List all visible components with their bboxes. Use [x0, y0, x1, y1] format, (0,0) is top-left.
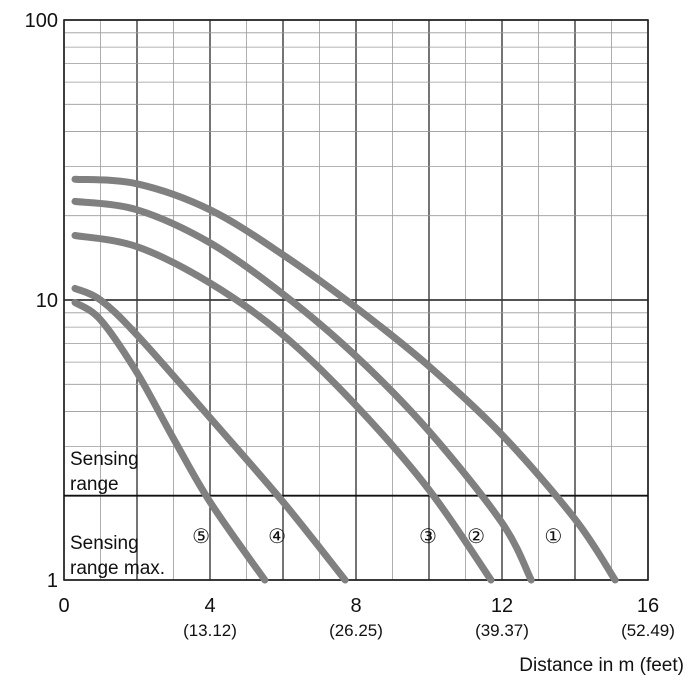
threshold-below-label-line1: Sensing [70, 533, 139, 554]
grid-layer [63, 19, 649, 581]
x-tick-sublabel: (26.25) [329, 621, 383, 640]
threshold-above-label-line1: Sensing [70, 449, 139, 470]
curve-layer [71, 175, 619, 584]
threshold-above-label-line2: range [70, 474, 119, 495]
series-label-4: ④ [268, 526, 286, 548]
x-tick-label: 16 [637, 595, 659, 617]
threshold-below-label-line2: range max. [70, 558, 165, 579]
series-curve-5 [71, 299, 269, 584]
x-tick-label: 12 [491, 595, 513, 617]
y-tick-label: 100 [25, 10, 58, 32]
x-tick-label: 0 [58, 595, 69, 617]
x-axis-label: Distance in m (feet) [519, 655, 684, 676]
series-curve-2 [71, 197, 535, 584]
series-curve-1 [71, 175, 619, 584]
x-tick-sublabel: (39.37) [475, 621, 529, 640]
chart-text: Sensing range Sensing range max. Distanc… [25, 10, 684, 676]
y-tick-label: 10 [36, 290, 58, 312]
series-curve-3 [71, 232, 495, 584]
series-label-1: ① [544, 526, 562, 548]
x-tick-sublabel: (52.49) [621, 621, 675, 640]
x-tick-label: 4 [204, 595, 215, 617]
series-curve-4 [71, 284, 349, 584]
series-label-5: ⑤ [192, 526, 210, 548]
y-tick-label: 1 [47, 570, 58, 592]
series-label-2: ② [467, 526, 485, 548]
series-label-3: ③ [419, 526, 437, 548]
x-tick-sublabel: (13.12) [183, 621, 237, 640]
curve-markers: ① ② ③ ④ ⑤ [192, 526, 562, 548]
plot-frame [63, 19, 649, 581]
x-tick-label: 8 [350, 595, 361, 617]
